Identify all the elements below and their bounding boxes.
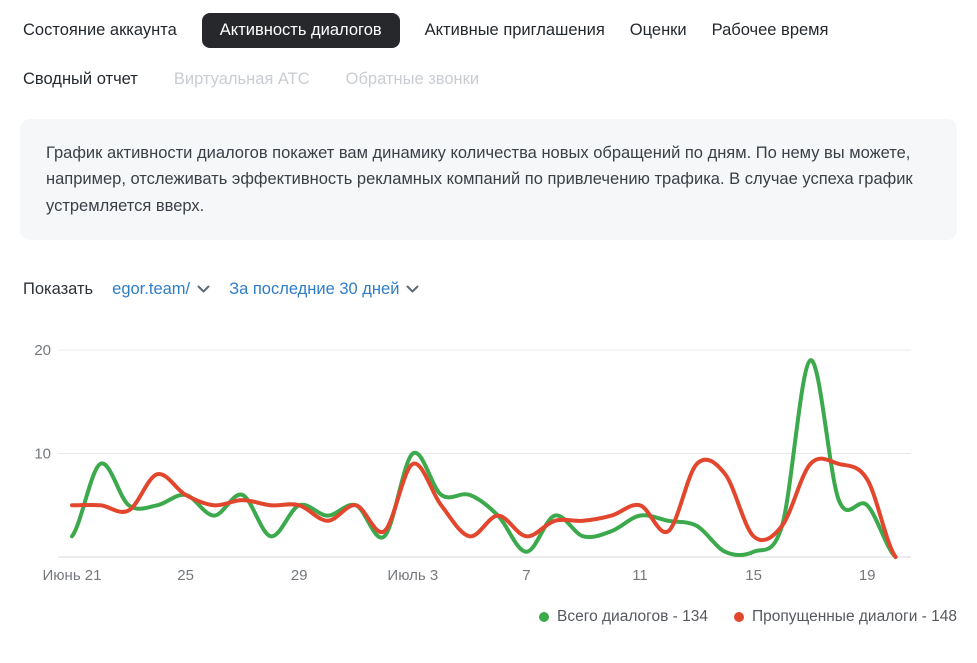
period-selector-value: За последние 30 дней xyxy=(229,280,400,299)
tab-working-hours[interactable]: Рабочее время xyxy=(711,21,829,39)
tab-ratings[interactable]: Оценки xyxy=(629,21,687,39)
svg-text:11: 11 xyxy=(632,567,648,584)
chevron-down-icon xyxy=(197,280,210,299)
chart-legend: Всего диалогов - 134 Пропущенные диалоги… xyxy=(0,602,977,626)
red-series-dot-icon xyxy=(733,612,744,623)
svg-text:20: 20 xyxy=(34,342,51,359)
filters-row: Показать egor.team/ За последние 30 дней xyxy=(0,240,977,299)
account-selector[interactable]: egor.team/ xyxy=(112,280,210,299)
primary-tabs: Состояние аккаунта Активность диалогов А… xyxy=(0,0,977,48)
svg-text:Июнь 21: Июнь 21 xyxy=(43,567,102,584)
chevron-down-icon xyxy=(406,280,419,299)
legend-label: Пропущенные диалоги - 148 xyxy=(751,608,957,626)
green-series-dot-icon xyxy=(539,612,550,623)
tab-summary-report[interactable]: Сводный отчет xyxy=(23,70,138,88)
svg-text:7: 7 xyxy=(522,567,530,584)
chart-description-text: График активности диалогов покажет вам д… xyxy=(46,144,913,215)
svg-text:10: 10 xyxy=(34,446,51,463)
legend-item-missed-dialogs[interactable]: Пропущенные диалоги - 148 xyxy=(733,608,957,626)
svg-text:15: 15 xyxy=(745,567,762,584)
show-label: Показать xyxy=(23,280,94,299)
secondary-tabs: Сводный отчет Виртуальная АТС Обратные з… xyxy=(0,48,977,97)
svg-text:25: 25 xyxy=(177,567,194,584)
svg-text:19: 19 xyxy=(859,567,876,584)
tab-dialog-activity[interactable]: Активность диалогов xyxy=(201,13,400,48)
tab-virtual-pbx[interactable]: Виртуальная АТС xyxy=(173,70,310,88)
tab-account-status[interactable]: Состояние аккаунта xyxy=(23,21,177,39)
legend-item-total-dialogs[interactable]: Всего диалогов - 134 xyxy=(539,608,708,626)
line-chart-canvas: 10 20 Июнь 21 25 29 Июль 3 7 11 15 19 xyxy=(34,342,911,584)
tab-active-invitations[interactable]: Активные приглашения xyxy=(424,21,605,39)
svg-text:29: 29 xyxy=(291,567,308,584)
account-selector-value: egor.team/ xyxy=(112,280,191,299)
legend-label: Всего диалогов - 134 xyxy=(557,608,708,626)
svg-text:Июль 3: Июль 3 xyxy=(387,567,438,584)
chart-description-box: График активности диалогов покажет вам д… xyxy=(20,119,957,241)
tab-callbacks[interactable]: Обратные звонки xyxy=(345,70,480,88)
period-selector[interactable]: За последние 30 дней xyxy=(229,280,419,299)
activity-line-chart: 10 20 Июнь 21 25 29 Июль 3 7 11 15 19 xyxy=(18,335,977,602)
